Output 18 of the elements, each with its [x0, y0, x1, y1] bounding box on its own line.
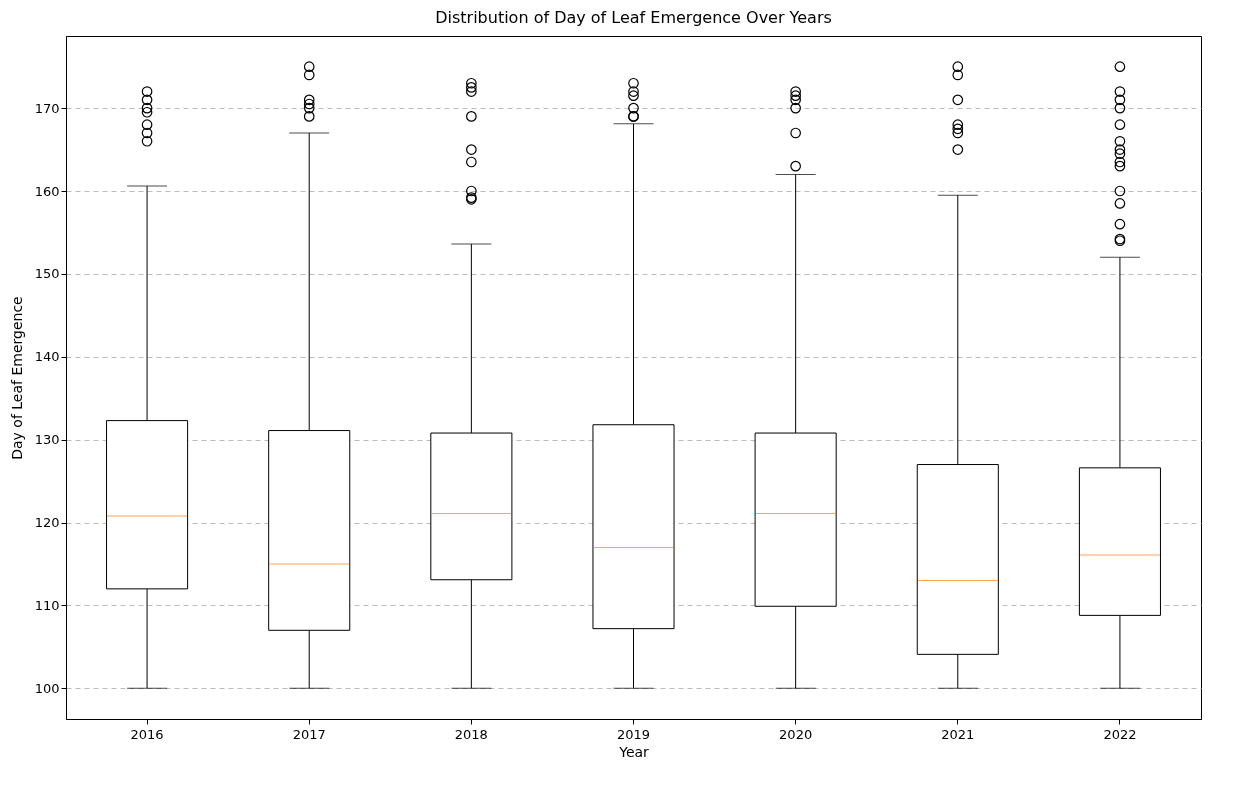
- x-tick-label: 2020: [779, 726, 813, 742]
- x-tick-label: 2021: [941, 726, 975, 742]
- x-axis-title: Year: [618, 743, 650, 760]
- y-tick-label: 140: [34, 349, 60, 365]
- x-tick-label: 2022: [1103, 726, 1137, 742]
- chart-title: Distribution of Day of Leaf Emergence Over Years: [435, 8, 832, 27]
- x-tick-label: 2019: [616, 726, 651, 742]
- y-tick-label: 110: [34, 597, 60, 613]
- y-tick-label: 100: [34, 680, 60, 696]
- x-tick-label: 2018: [454, 726, 488, 742]
- y-axis-title: Day of Leaf Emergence: [8, 296, 25, 460]
- x-tick-label: 2017: [292, 726, 326, 742]
- y-tick-label: 150: [34, 266, 60, 282]
- y-tick-label: 120: [34, 515, 60, 531]
- y-tick-label: 170: [34, 100, 60, 116]
- y-tick-label: 160: [34, 183, 60, 199]
- y-tick-label: 130: [34, 432, 60, 448]
- x-tick-label: 2016: [130, 726, 164, 742]
